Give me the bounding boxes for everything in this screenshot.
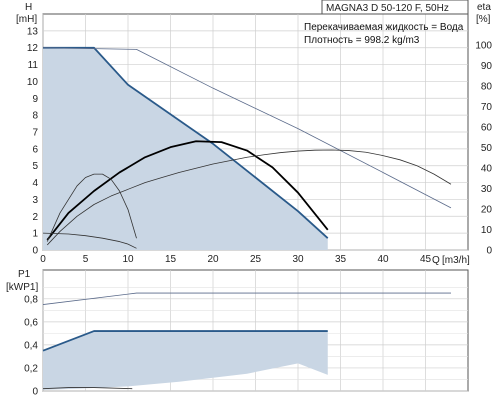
y2-tick-label: 80	[481, 81, 493, 92]
y2-tick-label: 100	[475, 40, 492, 51]
power-curve-0	[42, 330, 328, 352]
power-tick-label: 0	[32, 387, 38, 398]
power-tick-label: 0,4	[24, 340, 38, 351]
y-tick-label: 9	[32, 94, 38, 105]
y2-tick-label: 20	[481, 204, 493, 215]
y2-tick-label: 90	[481, 61, 493, 72]
power-curve-2	[42, 387, 133, 390]
x-tick-label: 45	[420, 254, 432, 265]
x-tick-label: 10	[122, 254, 134, 265]
power-tick-label: 0,8	[24, 294, 38, 305]
head-curve-5	[42, 232, 137, 249]
y-tick-label: 5	[32, 161, 38, 172]
y-tick-label: 3	[32, 195, 38, 206]
head-curve-4	[46, 173, 137, 242]
y-tick-label: 0	[32, 246, 38, 257]
y2-tick-label: 70	[481, 102, 493, 113]
flow-axis-label: Q	[432, 255, 440, 266]
power-range-area	[43, 331, 328, 390]
y-tick-label: 8	[32, 111, 38, 122]
y-tick-label: 7	[32, 128, 38, 139]
x-tick-label: 5	[83, 254, 89, 265]
x-tick-label: 20	[207, 254, 219, 265]
y2-tick-label: 60	[481, 122, 493, 133]
y-tick-label: 2	[32, 212, 38, 223]
x-tick-label: 0	[40, 254, 46, 265]
y2-tick-label: 0	[486, 246, 492, 257]
chart-title: MAGNA3 D 50-120 F, 50Hz	[326, 3, 449, 14]
fluid-note: Перекачиваемая жидкость = Вода	[304, 22, 464, 33]
head-curve-3	[46, 149, 452, 246]
head-curve-0	[43, 46, 329, 239]
chart-title-box	[321, 0, 469, 15]
head-curve-1	[42, 47, 452, 209]
flow-axis-unit: [m3/h]	[442, 255, 470, 266]
x-tick-label: 40	[377, 254, 389, 265]
power-axis-label: P1	[18, 269, 31, 280]
x-tick-label: 15	[165, 254, 177, 265]
power-chart-area	[43, 331, 328, 390]
power-axis-unit: [kWP1]	[6, 282, 38, 293]
head-chart-area	[43, 47, 328, 250]
density-note: Плотность = 998.2 kg/m3	[304, 35, 420, 46]
efficiency-axis-unit: [%]	[476, 14, 491, 25]
y2-tick-label: 40	[481, 163, 493, 174]
power-tick-label: 0,2	[24, 363, 38, 374]
power-chart-ticks: 0 0,2 0,4 0,6 0,8	[24, 294, 38, 397]
y-tick-label: 11	[28, 60, 39, 71]
head-chart-curves	[42, 46, 452, 249]
operating-range-area	[43, 47, 328, 250]
power-chart-curves	[42, 292, 451, 390]
y-tick-label: 1	[32, 229, 38, 240]
head-axis-label: H	[25, 2, 32, 13]
x-tick-label: 30	[292, 254, 304, 265]
y-tick-label: 6	[32, 144, 38, 155]
y-tick-label: 10	[27, 77, 39, 88]
head-axis-unit: [mH]	[16, 14, 37, 25]
x-tick-label: 25	[250, 254, 262, 265]
y2-tick-label: 10	[481, 225, 493, 236]
head-chart-ticks: 0 5 10 15 20 25 30 35 40 450123456789101112130102…	[27, 26, 493, 265]
y-tick-label: 4	[32, 178, 38, 189]
power-curve-1	[42, 292, 451, 305]
y2-tick-label: 30	[481, 184, 493, 195]
head-curve-2	[46, 140, 329, 241]
y-tick-label: 13	[27, 26, 39, 37]
efficiency-axis-label: eta	[477, 2, 491, 13]
power-tick-label: 0,6	[24, 317, 38, 328]
y2-tick-label: 50	[481, 143, 493, 154]
y-tick-label: 12	[27, 43, 39, 54]
x-tick-label: 35	[335, 254, 347, 265]
